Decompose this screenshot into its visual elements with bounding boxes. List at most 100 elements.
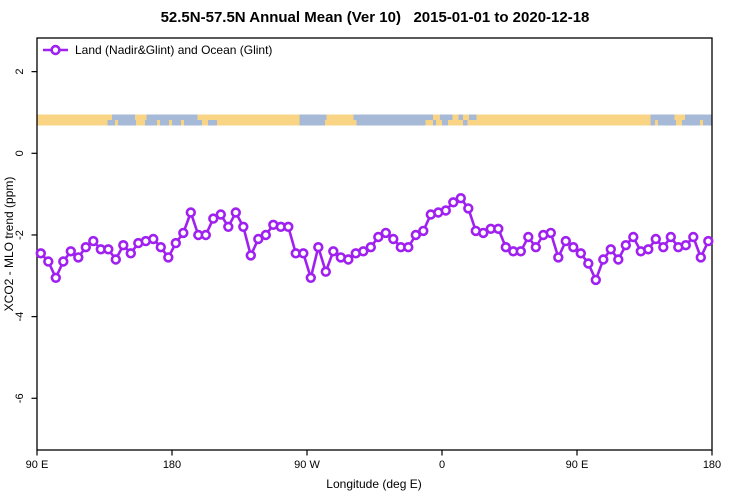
y-axis-title: XCO2 - MLO trend (ppm) <box>2 177 16 312</box>
data-point-marker <box>65 246 77 257</box>
data-point-marker <box>598 254 609 265</box>
map-band-segment-land <box>181 120 184 126</box>
data-point-marker <box>358 246 369 257</box>
data-point-marker <box>328 246 339 257</box>
map-band-segment-land <box>202 120 208 126</box>
data-point-marker <box>313 242 324 253</box>
chart-title: 52.5N-57.5N Annual Mean (Ver 10) 2015-01… <box>161 9 590 26</box>
map-band-segment-ocean <box>356 120 426 126</box>
data-point-marker <box>253 233 264 245</box>
map-band-segment-land <box>197 114 300 120</box>
x-tick-label: 90 E <box>566 459 589 471</box>
map-band-segment-ocean <box>433 120 436 126</box>
data-point-marker <box>178 227 189 239</box>
data-point-marker <box>440 205 451 216</box>
data-point-marker <box>478 227 489 239</box>
data-point-marker <box>583 258 594 269</box>
y-tick-label: -2 <box>14 230 26 240</box>
y-tick-label: -6 <box>14 393 26 403</box>
data-series <box>35 193 714 286</box>
data-point-marker <box>560 235 571 247</box>
data-point-marker <box>703 235 714 247</box>
map-band-segment-land <box>37 114 112 120</box>
map-band-segment-land <box>463 114 469 120</box>
x-tick-label: 90 E <box>26 459 49 471</box>
map-band-segment-land <box>433 114 440 120</box>
data-point-marker <box>185 207 197 218</box>
x-axis-title: Longitude (deg E) <box>326 477 421 491</box>
map-band <box>37 114 712 126</box>
map-band-segment-land <box>676 120 682 126</box>
map-band-segment-ocean <box>439 114 453 120</box>
map-band-segment-ocean <box>299 114 327 120</box>
map-band-segment-ocean <box>353 114 433 120</box>
data-point-marker <box>605 244 616 255</box>
map-band-segment-ocean <box>469 114 477 120</box>
data-point-marker <box>455 193 466 204</box>
map-band-segment-ocean <box>112 114 136 120</box>
data-point-marker <box>208 213 219 224</box>
data-point-marker <box>680 240 691 251</box>
map-band-segment-land <box>476 114 651 120</box>
map-band-segment-ocean <box>682 120 700 126</box>
x-tick-label: 180 <box>163 459 181 471</box>
legend-label: Land (Nadir&Glint) and Ocean (Glint) <box>75 43 272 57</box>
map-band-segment-land <box>325 120 357 126</box>
data-point-marker <box>658 242 669 253</box>
map-band-segment-land <box>452 114 459 120</box>
map-band-segment-land <box>157 120 160 126</box>
map-band-segment-ocean <box>208 120 217 126</box>
data-point-marker <box>515 246 526 257</box>
map-band-segment-land <box>115 120 118 126</box>
legend: Land (Nadir&Glint) and Ocean (Glint) <box>43 43 272 57</box>
data-point-marker <box>523 231 534 243</box>
data-point-marker <box>493 223 504 235</box>
data-point-marker <box>305 272 316 283</box>
data-point-marker <box>463 203 474 214</box>
data-point-marker <box>545 227 556 239</box>
map-band-segment-land <box>655 120 658 126</box>
map-band-segment-ocean <box>160 120 169 126</box>
map-band-segment-land <box>700 120 703 126</box>
map-band-segment-ocean <box>458 114 463 120</box>
data-point-marker <box>343 254 354 265</box>
map-band-segment-land <box>448 120 463 126</box>
data-point-marker <box>620 240 631 251</box>
data-point-marker <box>553 252 564 263</box>
data-point-marker <box>298 248 309 259</box>
map-band-segment-land <box>135 114 147 120</box>
map-band-segment-ocean <box>703 120 712 126</box>
data-point-marker <box>365 242 376 253</box>
data-point-marker <box>448 197 459 208</box>
map-band-segment-ocean <box>658 120 676 126</box>
data-point-marker <box>575 248 586 259</box>
map-band-segment-ocean <box>172 120 181 126</box>
data-point-marker <box>260 229 271 241</box>
data-point-marker <box>73 252 84 263</box>
y-tick-label: -4 <box>14 312 26 322</box>
data-point-marker <box>88 235 99 247</box>
data-point-marker <box>388 233 399 245</box>
data-point-marker <box>373 231 384 243</box>
data-point-marker <box>148 233 159 245</box>
data-point-marker <box>403 242 414 253</box>
data-point-marker <box>665 231 676 243</box>
data-point-marker <box>613 254 624 265</box>
map-band-segment-ocean <box>184 120 202 126</box>
data-point-marker <box>410 229 421 241</box>
data-point-marker <box>628 231 639 243</box>
y-tick-label: 0 <box>14 150 26 156</box>
map-band-segment-ocean <box>685 114 712 120</box>
map-band-segment-land <box>326 114 354 120</box>
data-point-marker <box>80 242 92 253</box>
data-point-marker <box>103 244 114 255</box>
map-band-segment-land <box>169 120 172 126</box>
map-band-segment-ocean <box>145 120 157 126</box>
data-point-marker <box>643 244 654 255</box>
data-point-marker <box>650 233 661 245</box>
data-point-marker <box>43 256 54 267</box>
map-band-segment-ocean <box>442 120 448 126</box>
data-point-marker <box>568 242 579 253</box>
map-band-segment-ocean <box>146 114 198 120</box>
